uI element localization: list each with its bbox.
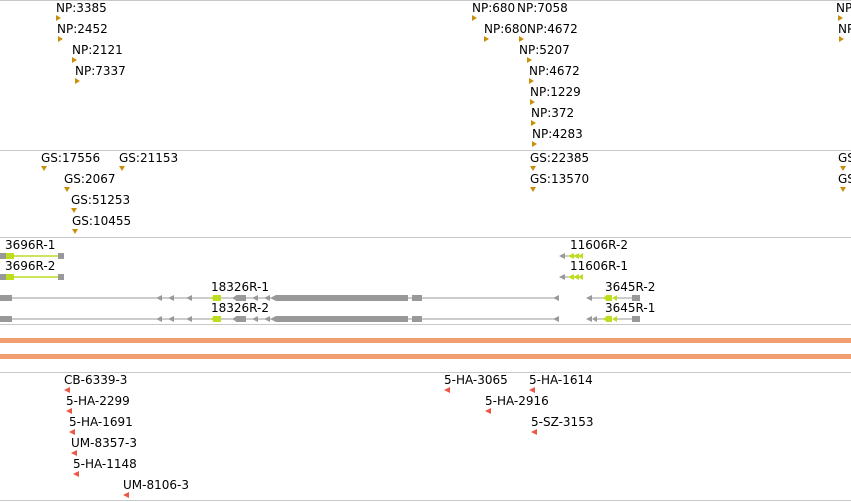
np-feature-label[interactable]: NP:7337 [75, 64, 126, 78]
gs-marker-icon[interactable] [530, 187, 536, 192]
gs-marker-icon[interactable] [41, 166, 47, 171]
variant-feature-label[interactable]: 5-SZ-3153 [531, 415, 594, 429]
gene-label[interactable]: 11606R-2 [570, 238, 628, 252]
red-marker-icon[interactable] [531, 429, 537, 435]
np-marker-icon[interactable] [472, 15, 477, 21]
np-marker-icon[interactable] [532, 141, 537, 147]
np-marker-icon[interactable] [529, 78, 534, 84]
red-marker-icon[interactable] [444, 387, 450, 393]
variant-feature-label[interactable]: 5-HA-1614 [529, 373, 593, 387]
gene-label[interactable]: 11606R-1 [570, 259, 628, 273]
np-feature-label[interactable]: NP:5207 [519, 43, 570, 57]
gene-label[interactable]: 3645R-2 [605, 280, 656, 294]
gene-model-3696R-2[interactable] [0, 274, 64, 280]
np-marker-icon[interactable] [839, 36, 844, 42]
red-marker-icon[interactable] [73, 471, 79, 477]
gs-marker-icon[interactable] [64, 187, 70, 192]
gene-model-3645R-2[interactable] [586, 295, 640, 301]
np-marker-icon[interactable] [838, 15, 843, 21]
gs-marker-icon[interactable] [840, 166, 846, 171]
np-marker-icon[interactable] [484, 36, 489, 42]
track-separator [0, 0, 851, 1]
variant-feature-label[interactable]: 5-HA-2299 [66, 394, 130, 408]
np-feature-label[interactable]: NP:2121 [72, 43, 123, 57]
gene-model-3645R-1[interactable] [586, 316, 640, 322]
np-marker-icon[interactable] [527, 57, 532, 63]
gs-marker-icon[interactable] [71, 208, 77, 213]
gs-feature-label[interactable]: GS:2067 [64, 172, 116, 186]
np-feature-label[interactable]: NP:1229 [530, 85, 581, 99]
gene-model-11606R-2[interactable] [559, 253, 583, 259]
np-marker-icon[interactable] [72, 57, 77, 63]
gene-model-3696R-1[interactable] [0, 253, 64, 259]
gs-feature-label[interactable]: GS:22385 [530, 151, 590, 165]
gene-label[interactable]: 3696R-2 [5, 259, 56, 273]
track-separator [0, 372, 851, 373]
gs-feature-label[interactable]: GS:51253 [71, 193, 131, 207]
np-feature-label[interactable]: NP:680 [472, 1, 516, 15]
gene-label[interactable]: 18326R-1 [211, 280, 269, 294]
gene-model-11606R-1[interactable] [559, 274, 583, 280]
track-separator [0, 150, 851, 151]
track-separator [0, 500, 851, 501]
np-marker-icon[interactable] [75, 78, 80, 84]
variant-feature-label[interactable]: UM-8106-3 [123, 478, 189, 492]
gene-label[interactable]: 3696R-1 [5, 238, 56, 252]
gene-label[interactable]: 3645R-1 [605, 301, 656, 315]
red-marker-icon[interactable] [69, 429, 75, 435]
gs-marker-icon[interactable] [119, 166, 125, 171]
np-feature-label[interactable]: NP:4672 [527, 22, 578, 36]
gene-models-canvas [0, 253, 640, 322]
red-marker-icon[interactable] [529, 387, 535, 393]
gs-marker-icon[interactable] [530, 166, 536, 171]
variant-feature-label[interactable]: UM-8357-3 [71, 436, 137, 450]
np-marker-icon[interactable] [530, 99, 535, 105]
gs-feature-label[interactable]: GS:21153 [119, 151, 179, 165]
track-separator [0, 237, 851, 238]
np-feature-label[interactable]: NP:4672 [529, 64, 580, 78]
np-marker-icon[interactable] [531, 120, 536, 126]
red-marker-icon[interactable] [485, 408, 491, 414]
red-marker-icon[interactable] [71, 450, 77, 456]
gs-feature-label[interactable]: GS:17556 [41, 151, 101, 165]
gs-feature-label[interactable]: GS [838, 172, 851, 186]
gs-feature-label[interactable]: GS [838, 151, 851, 165]
gs-feature-label[interactable]: GS:10455 [72, 214, 132, 228]
gene-label[interactable]: 18326R-2 [211, 301, 269, 315]
np-feature-label[interactable]: NP:372 [531, 106, 575, 120]
np-feature-label[interactable]: NP [836, 1, 851, 15]
gs-marker-icon[interactable] [72, 229, 78, 234]
variant-feature-label[interactable]: 5-HA-1691 [69, 415, 133, 429]
variant-feature-label[interactable]: CB-6339-3 [64, 373, 128, 387]
gs-feature-label[interactable]: GS:13570 [530, 172, 590, 186]
gs-marker-icon[interactable] [840, 187, 846, 192]
variant-feature-label[interactable]: 5-HA-2916 [485, 394, 549, 408]
gene-model-18326R-2[interactable] [0, 316, 559, 322]
gene-model-18326R-1[interactable] [0, 295, 559, 301]
np-feature-label[interactable]: NP:680 [484, 22, 528, 36]
np-feature-label[interactable]: NP [838, 22, 851, 36]
track-separator [0, 324, 851, 325]
np-marker-icon[interactable] [56, 15, 61, 21]
np-marker-icon[interactable] [519, 36, 524, 42]
coverage-band-top[interactable] [0, 338, 851, 343]
np-feature-label[interactable]: NP:7058 [517, 1, 568, 15]
np-marker-icon[interactable] [58, 36, 63, 42]
variant-feature-label[interactable]: 5-HA-1148 [73, 457, 137, 471]
red-marker-icon[interactable] [123, 492, 129, 498]
np-feature-label[interactable]: NP:3385 [56, 1, 107, 15]
np-feature-label[interactable]: NP:2452 [57, 22, 108, 36]
red-marker-icon[interactable] [64, 387, 70, 393]
coverage-band-bottom[interactable] [0, 354, 851, 359]
np-feature-label[interactable]: NP:4283 [532, 127, 583, 141]
variant-feature-label[interactable]: 5-HA-3065 [444, 373, 508, 387]
red-marker-icon[interactable] [66, 408, 72, 414]
